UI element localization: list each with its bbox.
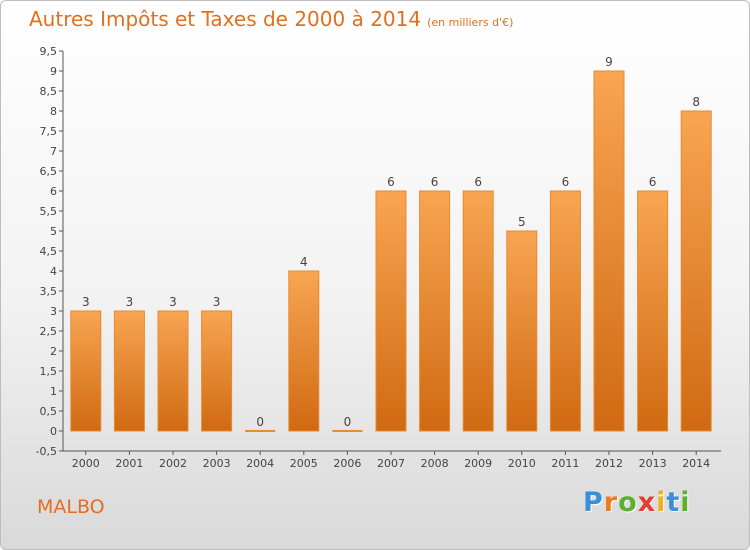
y-tick-label: 8 [50,105,57,118]
logo-letter: i [680,487,691,518]
chart-title: Autres Impôts et Taxes de 2000 à 2014 (en… [29,7,513,31]
y-tick-label: 6 [50,185,57,198]
y-tick-label: 0,5 [40,405,58,418]
y-tick-label: 4 [50,265,57,278]
data-label: 6 [431,175,439,189]
x-tick-label: 2006 [333,457,361,470]
y-tick-label: 1,5 [40,365,58,378]
bar [70,310,102,432]
logo-letter: t [666,487,681,518]
bar [201,310,233,432]
data-label: 5 [518,215,526,229]
x-tick-label: 2009 [464,457,492,470]
data-label: 3 [213,295,221,309]
data-label: 6 [649,175,657,189]
data-label: 8 [692,95,700,109]
bar [332,430,363,432]
x-tick-label: 2005 [290,457,318,470]
logo-letter: x [637,487,657,518]
chart-unit: (en milliers d'€) [427,16,514,29]
y-tick-label: 9,5 [40,45,58,58]
x-tick-label: 2010 [508,457,536,470]
bar [462,190,494,432]
bar [375,190,407,432]
x-tick-label: 2004 [246,457,274,470]
bar [506,230,538,432]
x-tick-label: 2007 [377,457,405,470]
logo-letter: P [583,487,604,518]
bar [593,70,625,432]
bar [637,190,669,432]
bar [680,110,712,432]
x-tick-label: 2013 [639,457,667,470]
y-tick-label: 2 [50,345,57,358]
x-tick-label: 2011 [551,457,579,470]
data-label: 4 [300,255,308,269]
data-label: 6 [387,175,395,189]
data-label: 6 [474,175,482,189]
place-name: MALBO [37,496,105,518]
data-label: 0 [344,415,352,429]
bar [419,190,451,432]
x-tick-label: 2003 [203,457,231,470]
proxiti-logo: Proxiti [583,487,691,518]
y-tick-label: 9 [50,65,57,78]
y-tick-label: 3,5 [40,285,58,298]
data-label: 3 [126,295,134,309]
bar [549,190,581,432]
x-tick-label: 2008 [421,457,449,470]
bar [157,310,189,432]
data-label: 6 [562,175,570,189]
y-tick-label: 5 [50,225,57,238]
y-tick-label: -0,5 [36,445,57,458]
x-tick-label: 2014 [682,457,710,470]
data-label: 3 [82,295,90,309]
x-tick-label: 2001 [115,457,143,470]
y-tick-label: 7 [50,145,57,158]
y-tick-label: 5,5 [40,205,58,218]
y-tick-label: 6,5 [40,165,58,178]
y-tick-label: 3 [50,305,57,318]
y-tick-label: 7,5 [40,125,58,138]
y-tick-label: 2,5 [40,325,58,338]
bar [245,430,276,432]
chart-title-text: Autres Impôts et Taxes de 2000 à 2014 [29,7,422,31]
bar [113,310,145,432]
bar [288,270,320,432]
data-label: 0 [256,415,264,429]
data-label: 9 [605,55,613,69]
y-tick-label: 1 [50,385,57,398]
data-label: 3 [169,295,177,309]
logo-letter: i [656,487,667,518]
x-tick-label: 2002 [159,457,187,470]
logo-letter: r [603,487,619,518]
y-tick-label: 4,5 [40,245,58,258]
y-tick-label: 8,5 [40,85,58,98]
x-tick-label: 2012 [595,457,623,470]
logo-letter: o [618,487,638,518]
y-tick-label: 0 [50,425,57,438]
x-tick-label: 2000 [72,457,100,470]
